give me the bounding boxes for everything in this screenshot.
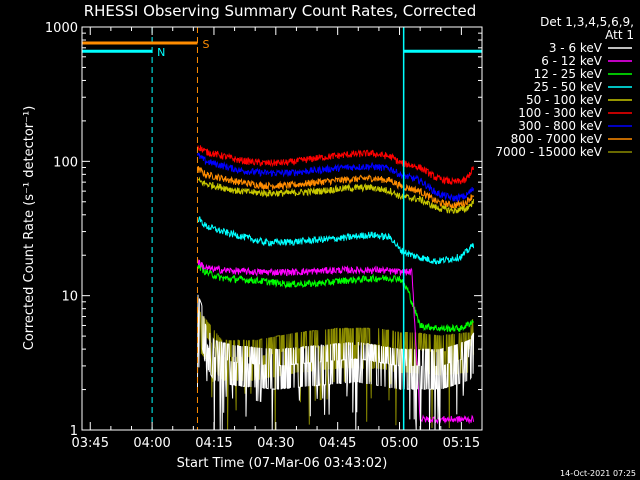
y-tick-label: 100 [53,155,78,170]
legend-label-6-12-kev: 6 - 12 keV [541,54,603,68]
series-line-800-7000-kev [197,166,475,210]
x-axis-label: Start Time (07-Mar-06 03:43:02) [177,456,388,471]
marker-label-saa: S [202,38,209,51]
legend-label-800-7000-kev: 800 - 7000 keV [511,132,603,146]
footer-timestamp: 14-Oct-2021 07:25 [560,469,636,478]
marker-label-night: N [157,46,165,59]
x-tick-label: 05:15 [443,436,480,451]
legend-label-300-800-kev: 300 - 800 keV [518,119,602,133]
legend-label-25-50-kev: 25 - 50 keV [534,80,603,94]
y-axis-label: Corrected Count Rate (s⁻¹ detector⁻¹) [22,106,37,351]
x-tick-label: 05:00 [381,436,418,451]
chart-title: RHESSI Observing Summary Count Rates, Co… [84,2,477,20]
legend-label-100-300-kev: 100 - 300 keV [518,106,602,120]
legend-label-12-25-kev: 12 - 25 keV [534,67,603,81]
series-line-300-800-kev [197,152,475,203]
series-line-12-25-kev [197,263,475,332]
x-tick-label: 03:45 [72,436,109,451]
series-line-6-12-kev [197,259,475,425]
legend-label-3-6-kev: 3 - 6 keV [549,41,603,55]
y-tick-label: 10 [61,290,78,305]
y-tick-label: 1000 [45,21,78,36]
series-line-25-50-kev [197,216,475,266]
plot-data-layer [197,144,475,431]
x-tick-label: 04:15 [195,436,232,451]
y-tick-label: 1 [70,424,78,439]
legend-label-50-100-kev: 50 - 100 keV [526,93,603,107]
legend-label-7000-15000-kev: 7000 - 15000 keV [495,145,602,159]
legend-subheader: Att 1 [605,28,634,42]
series-line-100-300-kev [197,144,475,185]
plot-frame [81,26,483,431]
x-tick-label: 04:00 [133,436,170,451]
x-tick-label: 04:30 [257,436,294,451]
x-tick-label: 04:45 [319,436,356,451]
series-line-3-6-kev [197,294,475,431]
series-line-50-100-kev [197,176,475,214]
axes-layer: 03:45 04:00 04:15 04:30 04:45 05:00 05:15 1 10 10… [45,21,483,451]
legend-header: Det 1,3,4,5,6,9, [540,15,634,29]
